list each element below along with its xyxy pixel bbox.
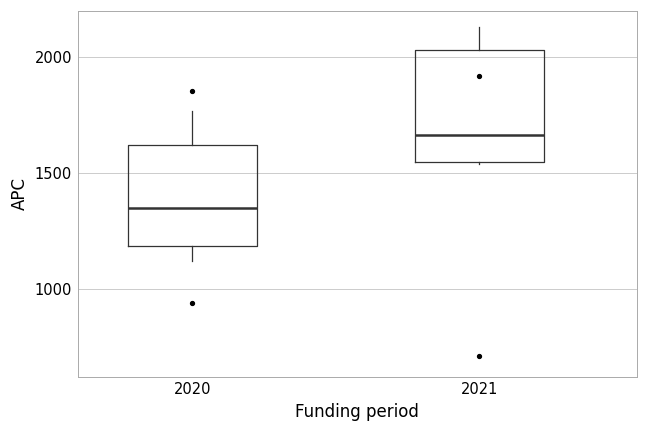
X-axis label: Funding period: Funding period <box>295 403 419 421</box>
Y-axis label: APC: APC <box>11 178 29 210</box>
